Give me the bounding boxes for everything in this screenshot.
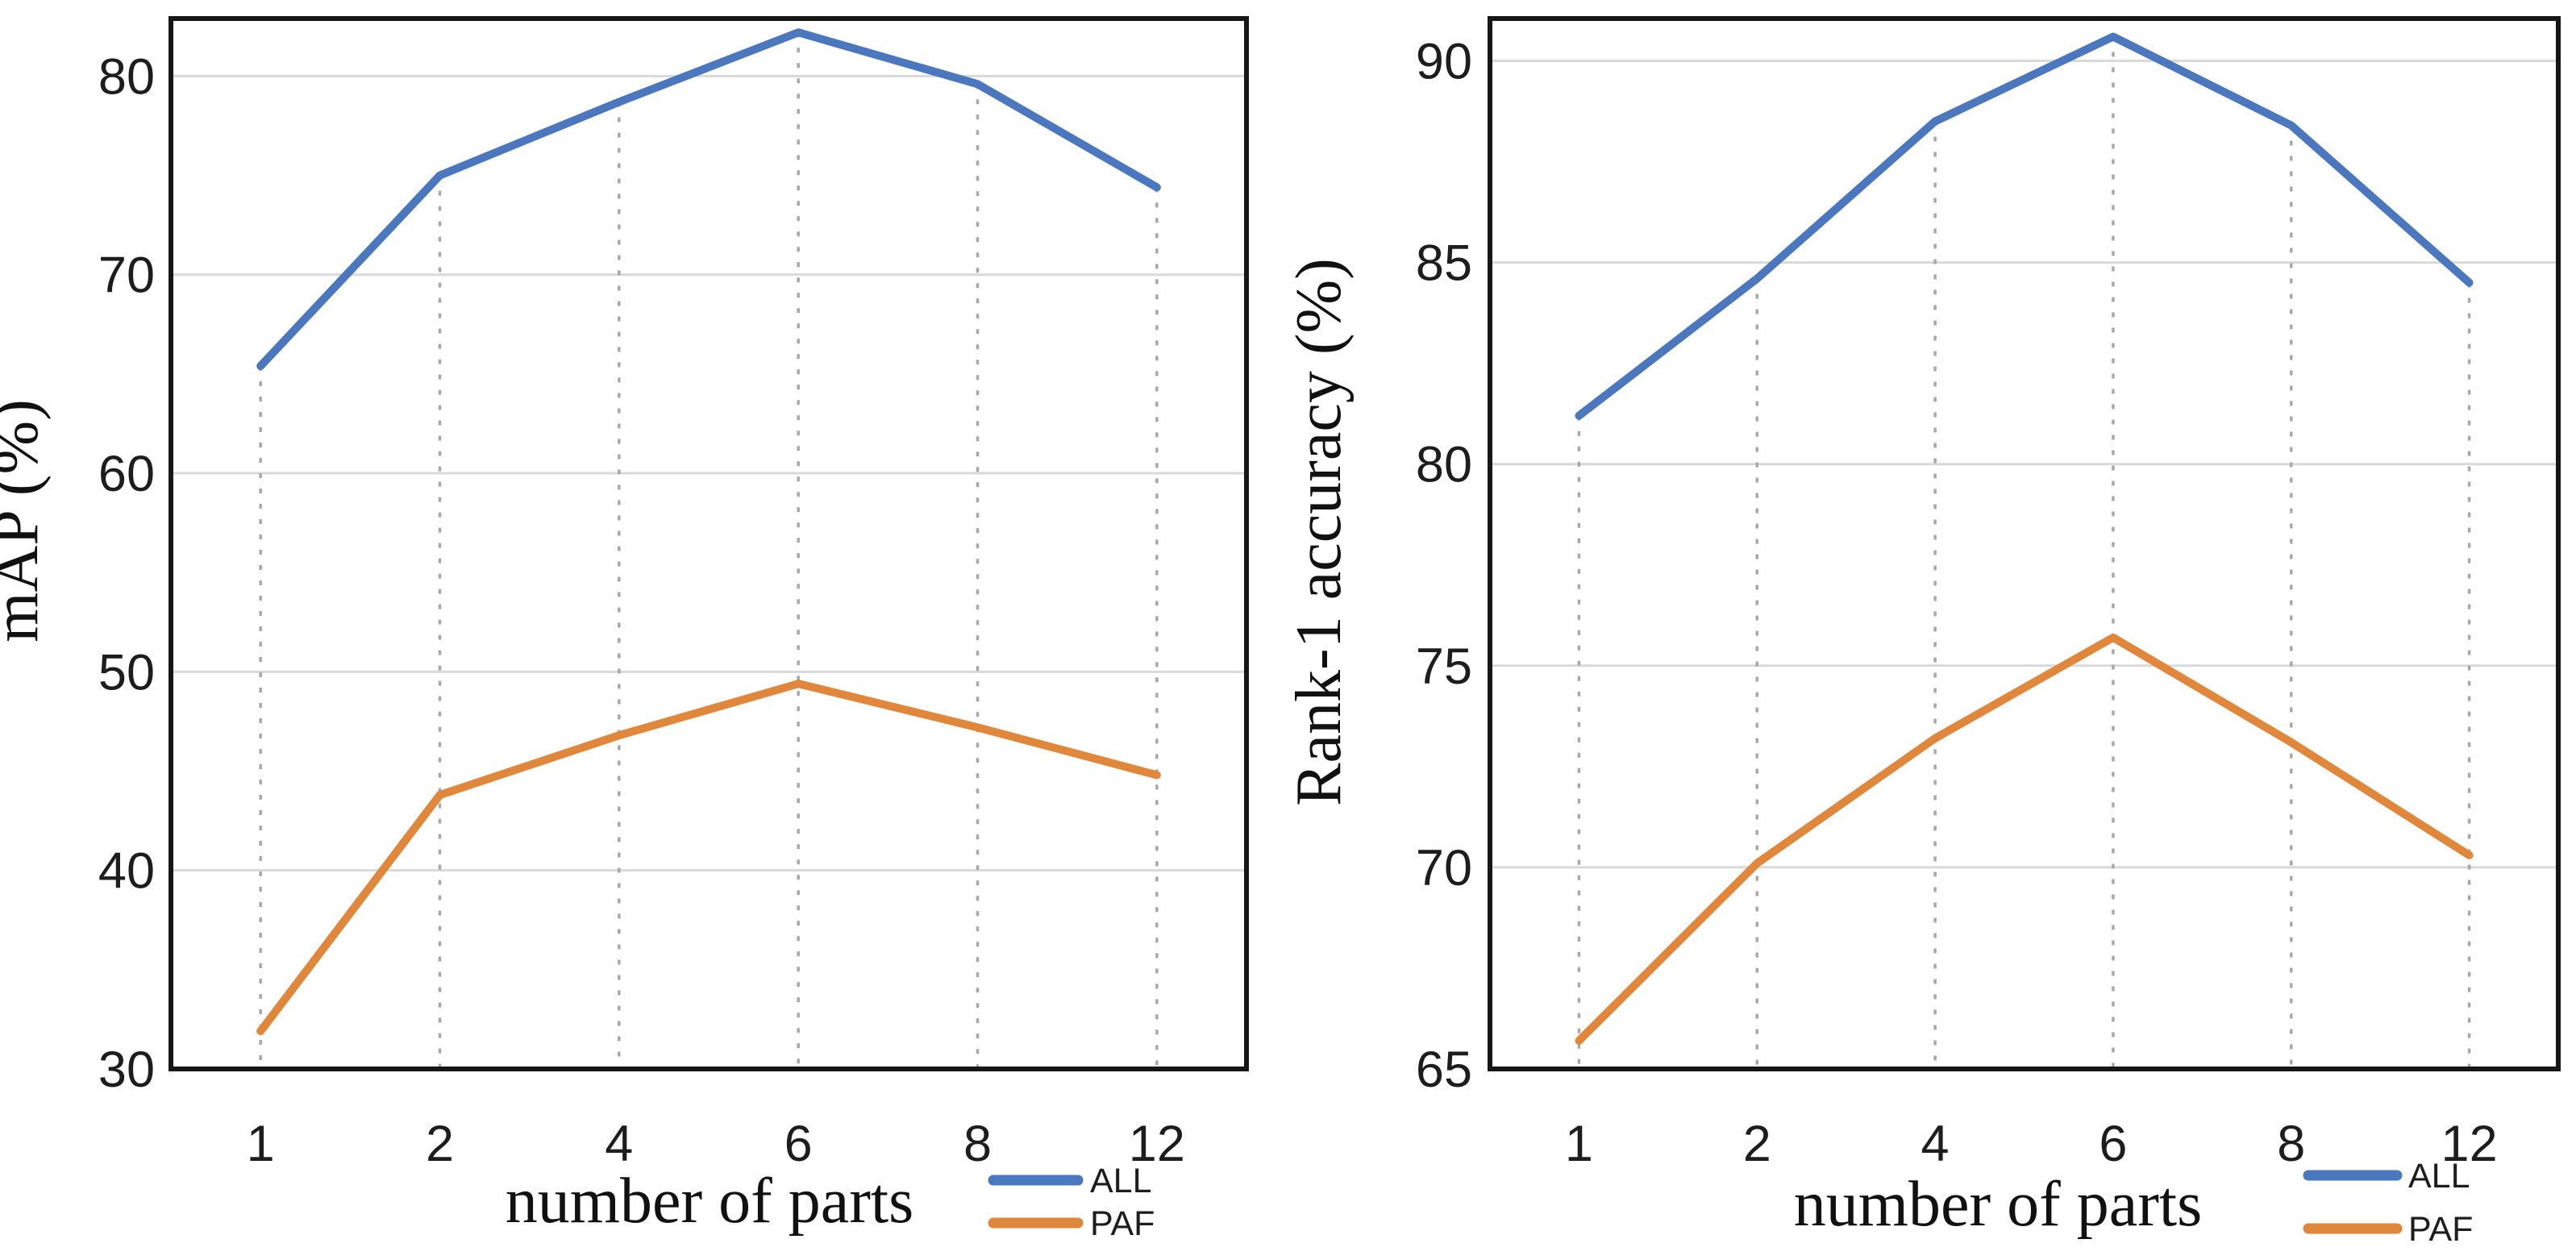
x-tick-label: 2 xyxy=(426,1116,454,1172)
plot-border xyxy=(169,16,1249,1071)
legend-label-all: ALL xyxy=(1090,1162,1152,1200)
y-tick-label: 70 xyxy=(1416,840,1472,896)
legend: ALL PAF xyxy=(988,1162,1155,1243)
y-tick-label: 80 xyxy=(98,48,155,105)
x-tick-label: 6 xyxy=(784,1116,813,1172)
plot-border xyxy=(1488,16,2561,1071)
y-axis-title: mAP (%) xyxy=(0,399,52,642)
y-tick-label: 30 xyxy=(98,1042,155,1098)
x-axis-title: number of parts xyxy=(1794,1169,2203,1240)
x-tick-label: 1 xyxy=(247,1116,275,1172)
series-line-paf xyxy=(1575,633,2474,1045)
y-tick-label: 50 xyxy=(98,644,155,701)
y-tick-label: 80 xyxy=(1416,437,1472,493)
x-tick-label: 4 xyxy=(605,1116,633,1172)
legend-label-paf: PAF xyxy=(2408,1210,2473,1249)
y-tick-label: 40 xyxy=(98,843,155,900)
x-tick-label: 1 xyxy=(1565,1116,1593,1172)
series-line-all xyxy=(256,28,1161,371)
legend: ALL PAF xyxy=(2303,1157,2473,1249)
x-tick-label: 4 xyxy=(1921,1116,1950,1172)
x-tick-label: 12 xyxy=(1129,1116,1185,1172)
x-tick-label: 8 xyxy=(963,1116,992,1172)
legend-label-paf: PAF xyxy=(1090,1204,1155,1243)
y-tick-label: 90 xyxy=(1416,34,1472,90)
series-line-paf xyxy=(256,680,1161,1036)
y-tick-label: 70 xyxy=(98,247,155,304)
y-axis-title: Rank-1 accuracy (%) xyxy=(1284,258,1355,806)
x-tick-label: 8 xyxy=(2277,1116,2305,1172)
y-tick-label: 85 xyxy=(1416,235,1472,292)
y-tick-label: 65 xyxy=(1416,1042,1472,1098)
y-tick-label: 60 xyxy=(98,446,155,502)
x-tick-label: 2 xyxy=(1743,1116,1771,1172)
x-axis-title: number of parts xyxy=(506,1166,914,1237)
legend-label-all: ALL xyxy=(2408,1157,2470,1196)
x-tick-label: 12 xyxy=(2441,1116,2498,1172)
x-tick-label: 6 xyxy=(2099,1116,2127,1172)
series-line-all xyxy=(1575,32,2474,420)
y-tick-label: 75 xyxy=(1416,638,1472,695)
